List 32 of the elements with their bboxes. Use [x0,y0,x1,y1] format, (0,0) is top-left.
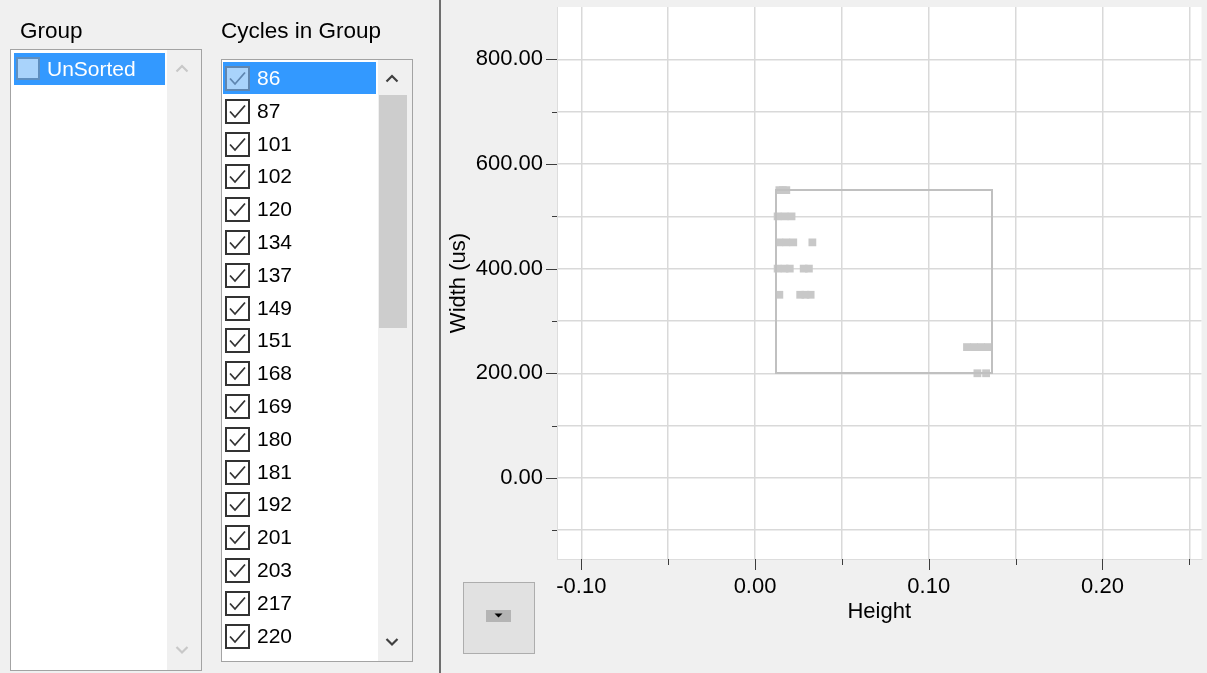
text: 201 [257,525,293,550]
text: 102 [257,164,293,189]
y-tick-label: 600.00 [475,150,543,176]
text: 120 [257,197,293,222]
text: Group [20,18,83,44]
text: 169 [257,394,293,418]
x-axis-title: Height [847,597,912,623]
x-tick-label: 0.00 [733,573,777,599]
text: 151 [257,328,293,353]
text: 203 [257,558,293,582]
y-tick-label: 400.00 [475,254,543,280]
text: 192 [257,492,293,517]
text: 220 [257,623,293,648]
text: 180 [257,426,293,451]
text: 149 [257,295,293,320]
x-tick-label: 0.10 [907,573,951,599]
text: Cycles in Group [221,18,382,44]
y-axis-title: Width (us) [445,232,471,334]
x-tick-label: -0.10 [556,573,607,599]
text: 137 [257,262,293,287]
x-tick-label: 0.20 [1081,573,1124,599]
text: 168 [257,361,293,386]
text: 181 [257,459,293,484]
y-tick-label: 200.00 [475,359,543,385]
text: 87 [257,98,281,123]
y-tick-label: 0.00 [500,463,543,489]
text: UnSorted [47,57,136,81]
text: 217 [257,590,293,615]
y-tick-label: 800.00 [475,45,543,71]
text: 86 [257,66,281,90]
text: 134 [257,230,293,254]
text: 101 [257,131,293,156]
